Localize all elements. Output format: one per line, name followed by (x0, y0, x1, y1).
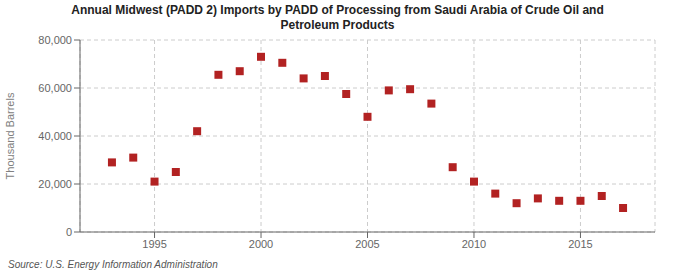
svg-text:80,000: 80,000 (38, 34, 72, 46)
svg-text:1995: 1995 (142, 238, 166, 250)
svg-text:20,000: 20,000 (38, 178, 72, 190)
html-text:Source: U.S. Energy Informatio: Source: U.S. Energy Information Administ… (8, 259, 218, 270)
svg-text:2015: 2015 (568, 238, 592, 250)
svg-text:40,000: 40,000 (38, 130, 72, 142)
html-text:Petroleum Products: Petroleum Products (280, 18, 395, 32)
svg-text:60,000: 60,000 (38, 82, 72, 94)
svg-text:Thousand Barrels: Thousand Barrels (8, 92, 16, 179)
html-text:Annual Midwest (PADD 2) Import: Annual Midwest (PADD 2) Imports by PADD … (71, 3, 604, 17)
svg-text:0: 0 (66, 226, 72, 238)
svg-text:2000: 2000 (249, 238, 273, 250)
svg-text:2010: 2010 (462, 238, 486, 250)
svg-text:2005: 2005 (355, 238, 379, 250)
